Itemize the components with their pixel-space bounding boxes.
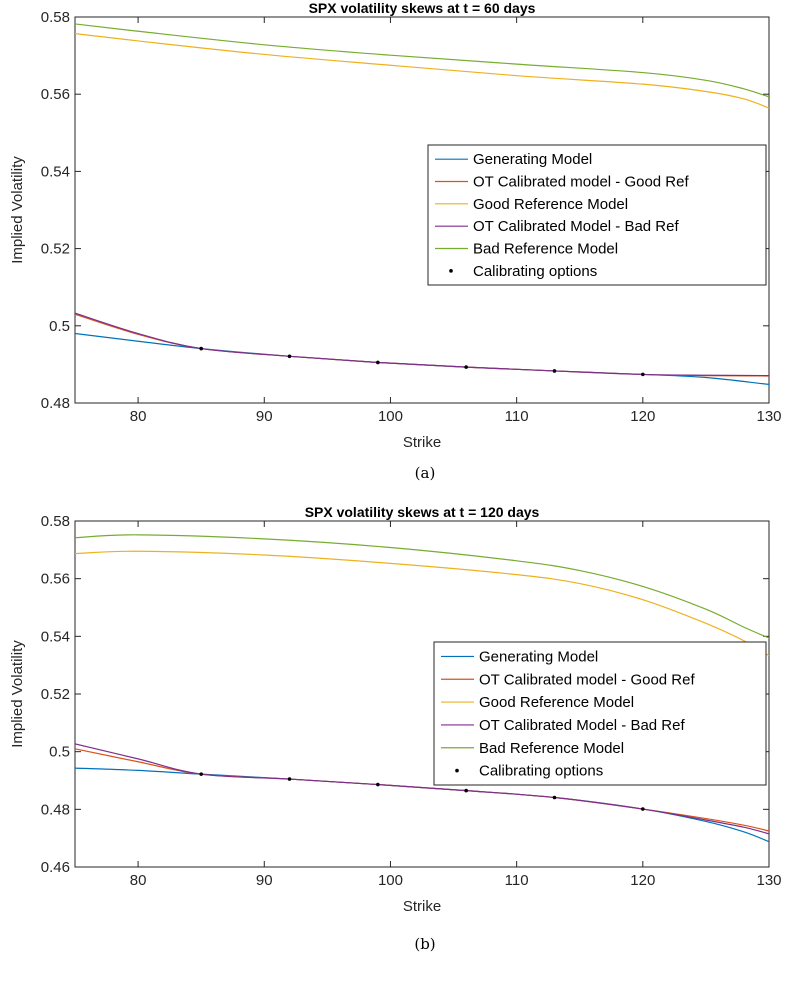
legend-box — [433, 641, 767, 786]
chart-panel-2: 80 90 100 110 120 130 0.46 0.48 0.5 0.52 0.54 0.56 0… — [9, 504, 782, 953]
calibrating-option-point — [641, 807, 645, 811]
legend-label: Calibrating options — [479, 763, 603, 780]
legend-label: Good Reference Model — [479, 694, 634, 711]
calibrating-option-point — [376, 782, 380, 787]
legend-marker — [455, 768, 459, 773]
x-tick-label: 130 — [756, 408, 781, 425]
legend-marker — [449, 269, 453, 273]
x-tick-label: 110 — [505, 408, 529, 425]
y-tick-label: 0.48 — [41, 395, 70, 412]
y-tick-label: 0.56 — [41, 86, 70, 103]
y-tick-label: 0.52 — [41, 686, 70, 703]
x-tick-label: 120 — [630, 408, 655, 425]
series-line-5 — [75, 23, 769, 98]
x-axis-label: Strike — [403, 434, 441, 451]
series-line-4 — [75, 312, 769, 377]
calibrating-option-point — [287, 777, 292, 781]
x-axis-label: Strike — [403, 898, 441, 915]
series-group — [75, 23, 769, 386]
series-line-5 — [75, 534, 769, 639]
series-line-3 — [75, 550, 769, 657]
y-tick-label: 0.48 — [41, 801, 70, 818]
chart-title: SPX volatility skews at t = 120 days — [305, 504, 540, 520]
series-line-3 — [75, 33, 769, 109]
x-tick-label: 80 — [130, 872, 147, 889]
legend-label: OT Calibrated model - Good Ref — [473, 174, 689, 191]
y-tick-label: 0.58 — [41, 9, 70, 26]
x-tick-label: 110 — [505, 872, 529, 889]
x-tick-label: 80 — [130, 408, 147, 425]
y-tick-label: 0.58 — [41, 513, 70, 530]
calibrating-option-point — [464, 788, 468, 793]
calibrating-option-point — [641, 372, 645, 377]
figure-caption: (a) — [415, 464, 436, 482]
calibrating-option-point — [199, 346, 203, 351]
calibrating-option-point — [376, 360, 380, 365]
legend-label: Calibrating options — [473, 263, 597, 280]
y-tick-label: 0.5 — [49, 318, 70, 335]
calibrating-option-point — [464, 365, 468, 369]
y-axis-label: Implied Volatility — [9, 156, 26, 264]
legend-label: OT Calibrated Model - Bad Ref — [473, 218, 679, 235]
series-group — [75, 534, 769, 843]
calibrating-option-point — [552, 369, 557, 373]
legend-label: Good Reference Model — [473, 196, 628, 213]
x-tick-label: 130 — [756, 872, 781, 889]
chart-title: SPX volatility skews at t = 60 days — [309, 0, 536, 16]
y-tick-label: 0.46 — [41, 859, 70, 876]
y-tick-label: 0.54 — [41, 628, 70, 645]
y-axis-label: Implied Volatility — [9, 640, 26, 748]
figure-caption: (b) — [414, 935, 435, 953]
series-line-4 — [75, 743, 769, 835]
x-tick-label: 90 — [256, 872, 273, 889]
y-tick-label: 0.5 — [49, 744, 70, 761]
x-tick-label: 100 — [378, 408, 403, 425]
legend-label: Bad Reference Model — [473, 241, 618, 258]
legend: Generating Model OT Calibrated model - Go… — [427, 144, 767, 286]
chart-panel-1: 80 90 100 110 120 130 0.48 0.5 0.52 0.54 0.56 0.58 S… — [9, 0, 782, 482]
legend-label: Generating Model — [479, 648, 598, 665]
legend-label: Bad Reference Model — [479, 740, 624, 757]
legend-label: OT Calibrated Model - Bad Ref — [479, 717, 685, 734]
legend-label: Generating Model — [473, 151, 592, 168]
legend-label: OT Calibrated model - Good Ref — [479, 671, 695, 688]
calibrating-option-point — [287, 354, 292, 359]
calibrating-option-point — [199, 772, 203, 776]
x-tick-label: 90 — [256, 408, 273, 425]
x-tick-label: 100 — [378, 872, 403, 889]
legend-box — [427, 144, 767, 286]
calibrating-option-point — [552, 795, 557, 800]
x-tick-label: 120 — [630, 872, 655, 889]
y-tick-label: 0.54 — [41, 163, 70, 180]
y-tick-label: 0.52 — [41, 241, 70, 258]
legend: Generating Model OT Calibrated model - Go… — [433, 641, 767, 786]
y-tick-label: 0.56 — [41, 571, 70, 588]
